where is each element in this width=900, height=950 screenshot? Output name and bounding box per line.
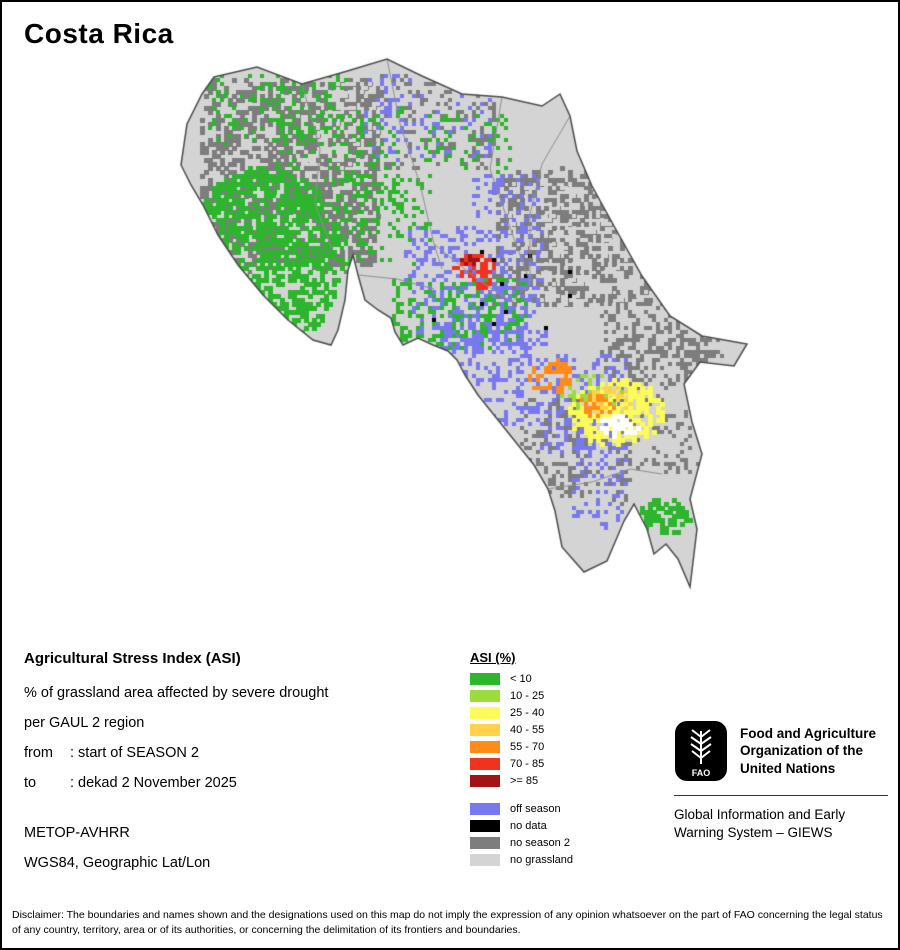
legend-asi-swatch (470, 690, 500, 702)
legend-asi-label: 10 - 25 (510, 690, 545, 702)
legend-status-label: no season 2 (510, 837, 570, 849)
legend-asi-label: 25 - 40 (510, 707, 545, 719)
legend-status-swatch (470, 803, 500, 815)
page-title: Costa Rica (24, 18, 174, 49)
legend-status-swatch (470, 854, 500, 866)
fao-attribution: FAO Food and Agriculture Organization of… (674, 720, 888, 842)
legend-status-row: no grassland (470, 854, 573, 866)
asi-legend: ASI (%) < 10 10 - 25 25 - 40 40 - 55 55 - 70… (470, 650, 573, 871)
to-value: : dekad 2 November 2025 (70, 775, 237, 791)
legend-asi-label: 55 - 70 (510, 741, 545, 753)
legend-title: ASI (%) (470, 650, 516, 665)
legend-status-label: off season (510, 803, 561, 815)
costa-rica-map (172, 54, 752, 654)
legend-asi-row: < 10 (470, 673, 573, 685)
legend-asi-items: < 10 10 - 25 25 - 40 40 - 55 55 - 70 70 - 85 >… (470, 673, 573, 787)
legend-status-swatch (470, 837, 500, 849)
from-value: : start of SEASON 2 (70, 745, 199, 761)
legend-asi-swatch (470, 741, 500, 753)
period-to: to : dekad 2 November 2025 (24, 775, 464, 791)
legend-asi-row: 70 - 85 (470, 758, 573, 770)
fao-logo-text: FAO (692, 768, 711, 778)
legend-status-items: off season no data no season 2 no grassland (470, 803, 573, 866)
disclaimer-text: Disclaimer: The boundaries and names sho… (12, 909, 883, 936)
giews-system-name: Global Information and Early Warning Sys… (674, 807, 846, 841)
legend-status-label: no data (510, 820, 547, 832)
legend-asi-swatch (470, 707, 500, 719)
fao-divider (674, 795, 888, 796)
index-description-line2: per GAUL 2 region (24, 715, 145, 731)
map-info-block: Agricultural Stress Index (ASI) % of gra… (24, 650, 464, 885)
legend-status-row: no season 2 (470, 837, 573, 849)
fao-logo-icon: FAO (675, 721, 727, 781)
legend-status-row: no data (470, 820, 573, 832)
legend-asi-row: 55 - 70 (470, 741, 573, 753)
legend-asi-label: 70 - 85 (510, 758, 545, 770)
index-description-line1: % of grassland area affected by severe d… (24, 685, 329, 701)
legend-asi-swatch (470, 724, 500, 736)
legend-status-row: off season (470, 803, 573, 815)
projection-name: WGS84, Geographic Lat/Lon (24, 855, 211, 871)
legend-asi-row: 10 - 25 (470, 690, 573, 702)
legend-asi-swatch (470, 673, 500, 685)
legend-asi-row: >= 85 (470, 775, 573, 787)
fao-org-name: Food and Agriculture Organization of the… (740, 725, 876, 776)
fao-header-row: FAO Food and Agriculture Organization of… (674, 720, 888, 782)
legend-asi-label: < 10 (510, 673, 532, 685)
legend-status-label: no grassland (510, 854, 573, 866)
legend-asi-row: 40 - 55 (470, 724, 573, 736)
asi-raster-map (172, 54, 752, 654)
legend-status-swatch (470, 820, 500, 832)
legend-asi-label: 40 - 55 (510, 724, 545, 736)
sensor-name: METOP-AVHRR (24, 825, 130, 841)
legend-asi-swatch (470, 775, 500, 787)
index-title: Agricultural Stress Index (ASI) (24, 650, 241, 667)
legend-asi-swatch (470, 758, 500, 770)
period-from: from : start of SEASON 2 (24, 745, 464, 761)
legend-asi-row: 25 - 40 (470, 707, 573, 719)
from-label: from (24, 745, 53, 761)
to-label: to (24, 775, 37, 791)
legend-asi-label: >= 85 (510, 775, 539, 787)
